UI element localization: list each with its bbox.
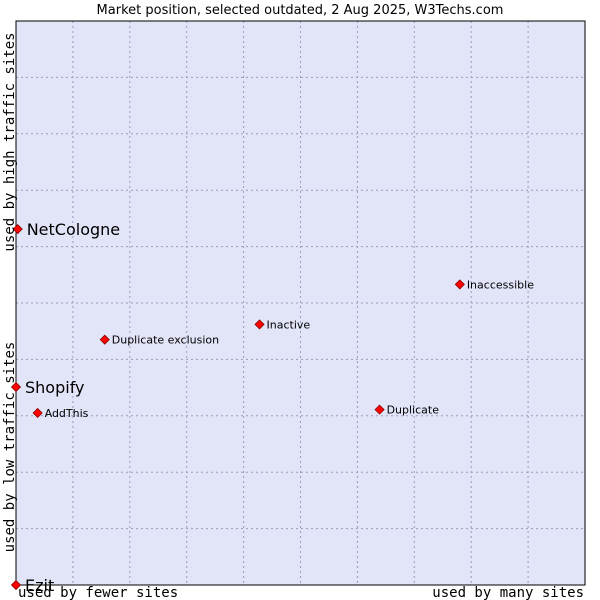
chart-title: Market position, selected outdated, 2 Au… [97,3,504,18]
data-point-marker [254,319,265,330]
data-point-label: Ezit [25,576,54,595]
data-point-label: Inaccessible [467,278,534,291]
data-point-marker [12,224,23,235]
grid-lines [16,21,585,585]
data-points: NetCologne Shopify Ezit AddThis Duplicate ex… [10,220,534,595]
data-point: Duplicate exclusion [99,334,219,347]
data-point-marker [10,381,22,393]
data-point-label: Shopify [25,378,85,397]
data-point-label: NetCologne [27,220,120,239]
data-point: AddThis [32,407,89,420]
y-axis-label-top: used by high traffic sites [2,32,18,251]
data-point-label: Duplicate exclusion [112,334,219,347]
data-point-label: Inactive [267,318,311,331]
x-axis-label-left: used by fewer sites [18,585,178,600]
data-point-marker [374,404,385,415]
data-point-marker [99,334,110,345]
data-point: Ezit [10,576,54,595]
data-point: Duplicate [374,404,440,417]
data-point-label: Duplicate [387,404,440,417]
data-point-marker [454,279,465,290]
data-point: NetCologne [12,220,120,239]
data-point: Inaccessible [454,278,534,291]
data-point: Inactive [254,318,311,331]
data-point-marker [10,579,22,591]
data-point: Shopify [10,378,85,397]
x-axis-label-right: used by many sites [432,585,584,600]
data-point-marker [32,407,43,419]
data-point-label: AddThis [45,407,89,420]
plot-border [15,20,586,586]
y-axis-label-bottom: used by low traffic sites [2,342,18,553]
